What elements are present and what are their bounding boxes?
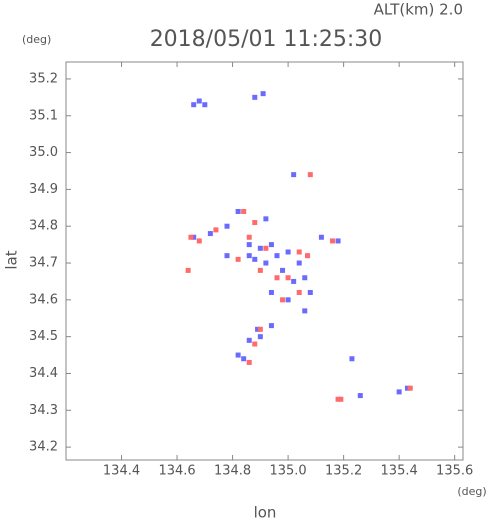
x-tick-label: 135.2 [325,464,362,479]
data-point [274,275,280,281]
x-tick-label: 134.6 [158,464,195,479]
y-tick-label: 34.9 [29,182,58,197]
y-tick-label: 35.1 [29,108,58,123]
data-point [302,275,308,281]
data-point [357,393,363,399]
x-tick-label: 134.4 [103,464,140,479]
data-point [268,242,274,248]
data-point [235,352,241,358]
data-point [224,223,230,229]
y-tick-label: 34.8 [29,219,58,234]
data-point [252,341,258,347]
data-point [213,227,219,233]
data-point [252,220,258,226]
y-tick-label: 35.0 [29,145,58,160]
data-point [246,234,252,240]
data-point [224,253,230,259]
y-tick-label: 34.6 [29,292,58,307]
data-point [296,249,302,255]
x-unit: (deg) [457,485,486,498]
data-point [263,260,269,266]
subtitle: ALT(km) 2.0 [374,1,463,19]
x-tick-label: 135.4 [381,464,418,479]
data-point [246,359,252,365]
data-point [257,334,263,340]
y-tick-label: 34.3 [29,403,58,418]
data-point [291,278,297,284]
data-point [235,256,241,262]
data-point [338,396,344,402]
chart-title: 2018/05/01 11:25:30 [150,27,383,52]
data-point [285,249,291,255]
data-point [196,238,202,244]
data-point [257,267,263,273]
data-point [305,253,311,259]
data-point [291,172,297,178]
y-tick-label: 35.2 [29,71,58,86]
data-point [246,253,252,259]
data-point [191,234,197,240]
data-point [307,172,313,178]
data-point [285,275,291,281]
data-point [185,267,191,273]
data-point [255,326,261,332]
y-tick-label: 34.5 [29,329,58,344]
plot-frame [65,61,464,461]
y-tick-label: 34.2 [29,440,58,455]
data-point [263,245,269,251]
y-unit: (deg) [22,33,51,46]
x-tick-label: 135.6 [436,464,473,479]
data-point [268,289,274,295]
data-point [202,102,208,108]
data-point [330,238,336,244]
data-point [396,389,402,395]
data-point [349,356,355,362]
data-point [307,289,313,295]
data-point [268,323,274,329]
data-point [191,102,197,108]
data-point [235,208,241,214]
data-point [257,326,263,332]
data-point [246,242,252,248]
x-tick-label: 135.0 [269,464,306,479]
data-point [246,337,252,343]
data-point [188,234,194,240]
data-point [207,231,213,237]
data-point [280,297,286,303]
data-point [252,94,258,100]
data-point [335,238,341,244]
data-point [260,91,266,97]
data-point [285,297,291,303]
data-point [241,208,247,214]
data-point [241,356,247,362]
x-tick-label: 134.8 [214,464,251,479]
data-point [335,396,341,402]
data-point [302,308,308,314]
data-point [257,245,263,251]
y-axis-label: lat [3,250,21,269]
data-point [196,98,202,104]
x-axis-label: lon [254,504,277,521]
data-point [280,267,286,273]
data-point [252,256,258,262]
data-point [263,216,269,222]
data-point [407,385,413,391]
y-tick-label: 34.7 [29,256,58,271]
data-point [296,260,302,266]
data-point [318,234,324,240]
data-point [274,253,280,259]
data-point [404,385,410,391]
y-tick-label: 34.4 [29,366,58,381]
data-point [296,289,302,295]
